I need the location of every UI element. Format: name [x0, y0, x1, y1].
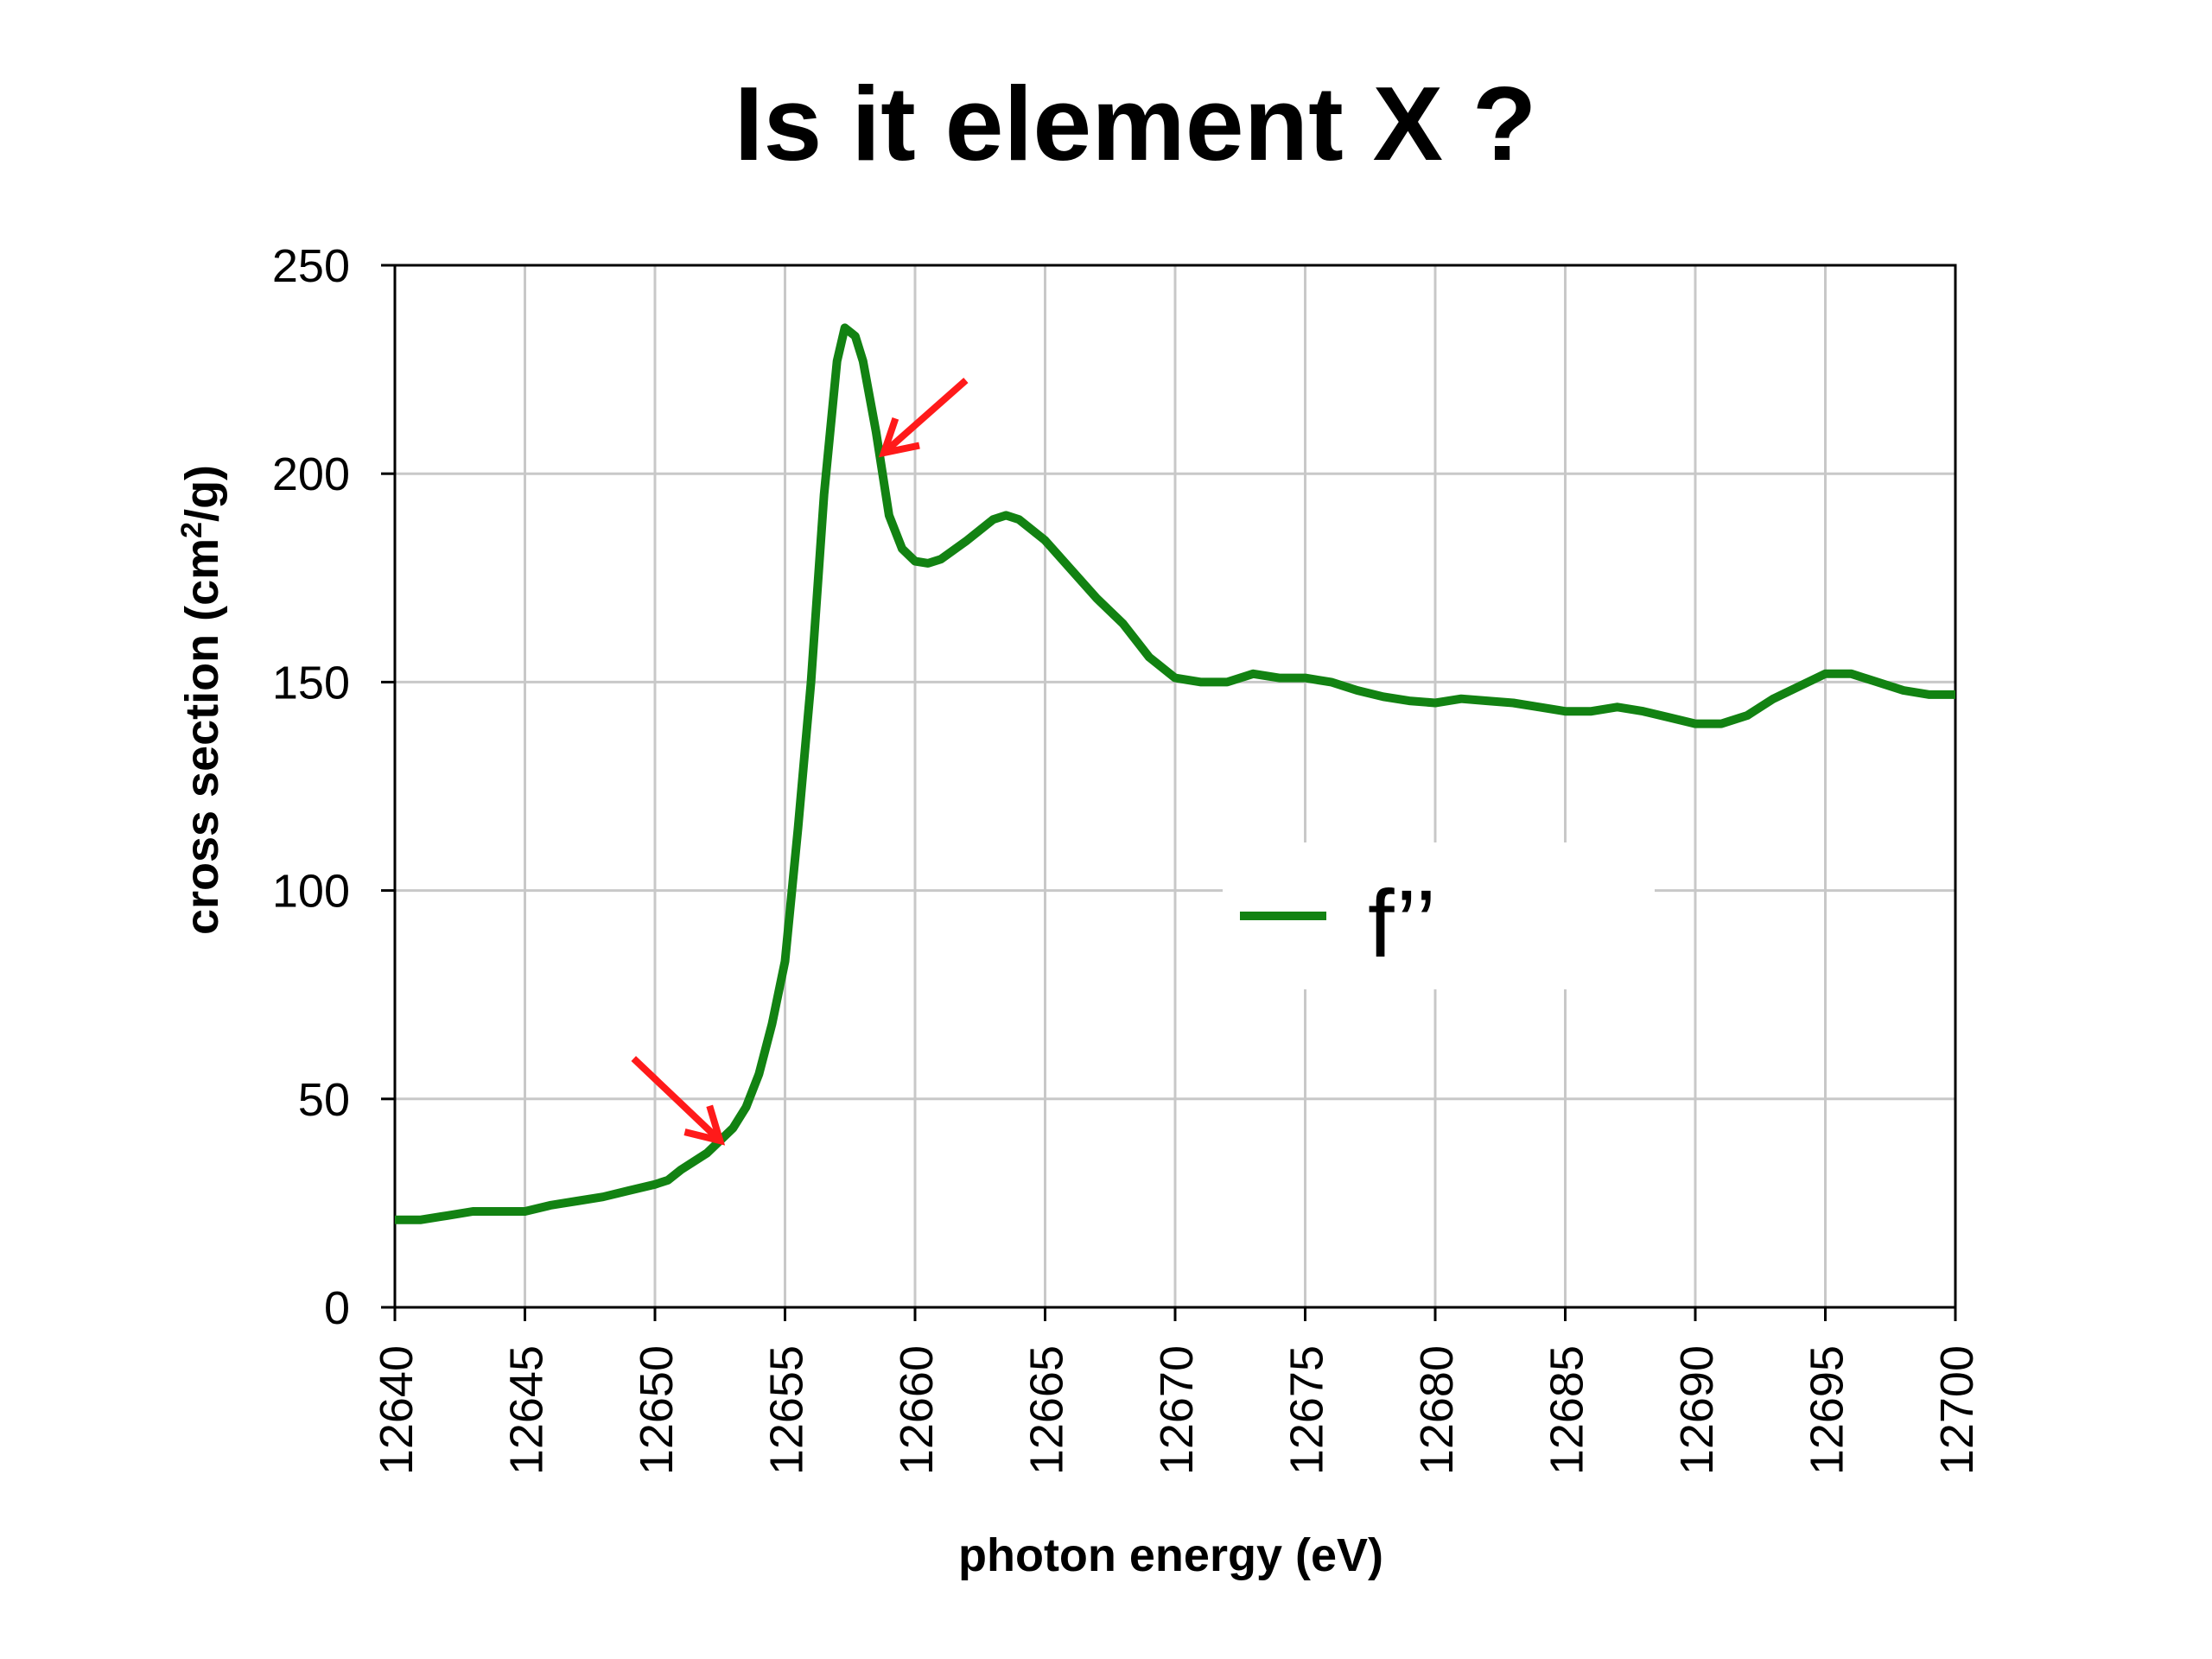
y-axis-title-main: cross section (cm: [176, 538, 228, 935]
y-tick-label: 250: [272, 240, 350, 292]
x-tick-label: 12675: [1281, 1345, 1333, 1475]
data-series: [395, 323, 1955, 1224]
x-tick-label: 12685: [1541, 1345, 1593, 1475]
y-tick-labels: 0 50 100 150 200 250: [272, 240, 350, 1334]
gridlines: [395, 264, 1957, 1307]
y-axis-title: cross section (cm2/g): [175, 465, 228, 935]
arrow-shaft: [631, 1056, 723, 1143]
x-tick-label: 12640: [371, 1345, 423, 1475]
y-tick-label: 200: [272, 448, 350, 500]
x-tick-labels: 12640 12645 12650 12655 12660 12665 12670 12675…: [371, 1345, 1983, 1475]
x-tick-label: 12670: [1151, 1345, 1203, 1475]
plot-area-frame: [393, 264, 1957, 1309]
y-tick-label: 50: [298, 1074, 350, 1126]
x-tick-label: 12665: [1021, 1345, 1073, 1475]
arrow-shaft: [881, 378, 969, 456]
x-tick-label: 12650: [631, 1345, 683, 1475]
x-tick-label: 12695: [1802, 1345, 1853, 1475]
x-tick-label: 12680: [1411, 1345, 1463, 1475]
legend-label-f-double-prime: f’’: [1368, 871, 1436, 977]
chart-title: Is it element X ?: [734, 65, 1537, 182]
series-line-f-double-prime: [395, 323, 1955, 1224]
x-tick-label: 12660: [891, 1345, 943, 1475]
y-axis-title-superscript: 2: [175, 522, 208, 538]
x-tick-label: 12700: [1931, 1345, 1983, 1475]
x-axis-title: photon energy (eV): [958, 1529, 1383, 1581]
arrow-head: [683, 1104, 726, 1146]
annotation-arrow-peak: [878, 378, 969, 458]
axes: [381, 264, 1957, 1321]
x-tick-label: 12645: [501, 1345, 553, 1475]
y-tick-label: 0: [324, 1282, 350, 1334]
legend: f’’: [1223, 842, 1655, 989]
annotation-arrow-edge: [631, 1056, 726, 1146]
x-tick-label: 12655: [761, 1345, 813, 1475]
y-axis-title-tail: /g): [176, 465, 228, 522]
y-tick-label: 100: [272, 866, 350, 918]
arrow-head: [878, 417, 920, 458]
y-tick-label: 150: [272, 657, 350, 709]
x-tick-label: 12690: [1671, 1345, 1723, 1475]
annotations: [631, 378, 969, 1146]
